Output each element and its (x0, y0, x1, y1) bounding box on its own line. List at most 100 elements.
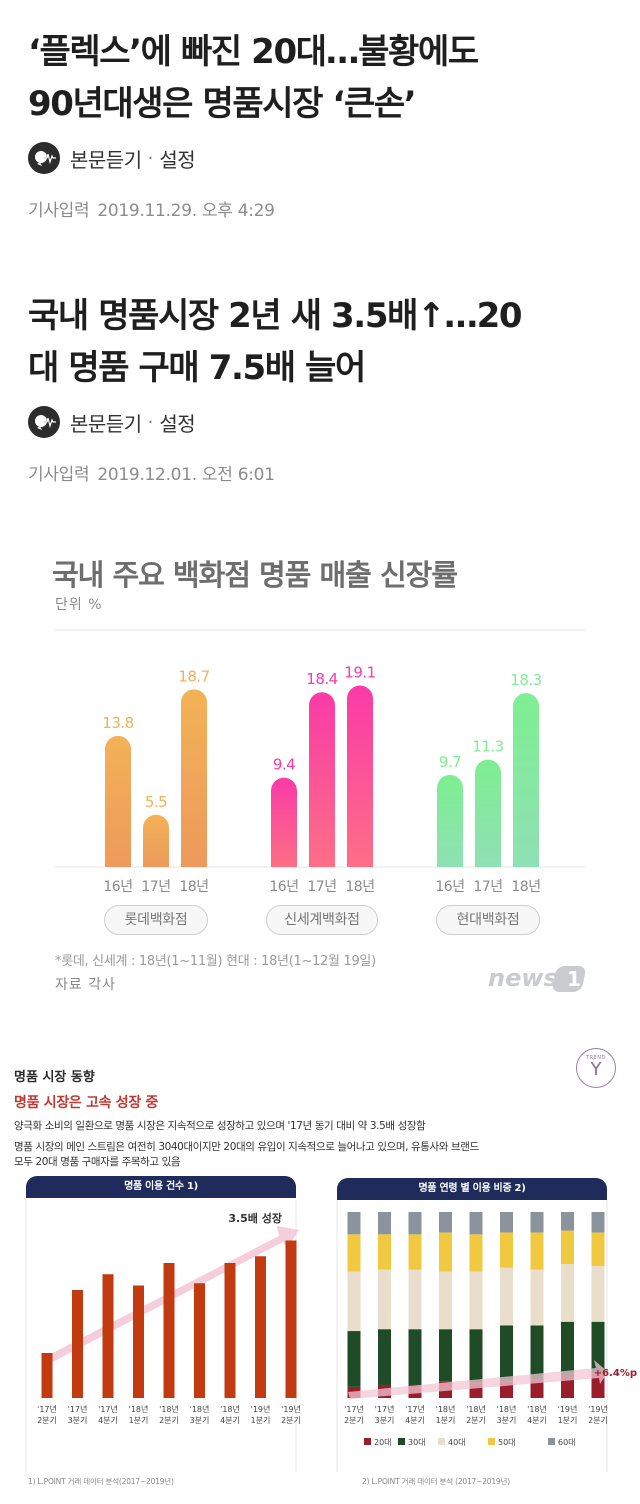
chart1-group-pill: 신세계백화점 (266, 905, 378, 935)
chart1-tick-label: 18년 (511, 879, 540, 895)
panel2-legend-label: 60대 (558, 1438, 576, 1447)
listen-speaker-icon[interactable] (28, 406, 60, 438)
panel2-segment-40대 (500, 1267, 513, 1326)
panel2-legend-label: 40대 (448, 1438, 466, 1447)
panel2-tick-year: '17년 (375, 1404, 395, 1414)
chart1-tick-label: 16년 (435, 879, 464, 895)
panel1-bar (285, 1240, 297, 1398)
panel1-tick-quarter: 2분기 (37, 1416, 57, 1425)
chart1-bar (475, 759, 501, 867)
panel2-segment-50대 (408, 1234, 422, 1270)
panel2-tick-quarter: 3분기 (375, 1416, 395, 1425)
panel1-tick-quarter: 3분기 (190, 1416, 210, 1425)
panel1-tick-year: '19년 (251, 1404, 271, 1414)
panel2-segment-40대 (408, 1269, 422, 1330)
panel2-tick-year: '18년 (497, 1404, 517, 1414)
panel2-segment-30대 (408, 1329, 422, 1385)
panel1-tick-year: '18년 (129, 1404, 149, 1414)
panel2-footnote: 2) L.POINT 거래 데이터 분석 (2017~2019년) (362, 1477, 510, 1486)
panel2-tick-year: '17년 (344, 1404, 364, 1414)
chart1-source: 자료 각사 (55, 977, 116, 993)
panel1-footnote: 1) L.POINT 거래 데이터 분석(2017~2019년) (28, 1477, 174, 1486)
article-1: ‘플렉스’에 빠진 20대…불황에도 90년대생은 명품시장 ‘큰손’ 본문듣기… (28, 26, 618, 221)
panel1-tick-year: '18년 (159, 1404, 179, 1414)
panel2-segment-60대 (408, 1212, 422, 1235)
panel2-tick-year: '18년 (466, 1404, 486, 1414)
chart1-data-label: 18.7 (178, 667, 209, 685)
panel2-segment-30대 (530, 1325, 544, 1380)
infographic-section-title: 명품 시장 동향 (14, 1070, 95, 1085)
panel2-segment-40대 (530, 1269, 544, 1326)
panel1-bar (224, 1263, 236, 1398)
panel2-legend-swatch (438, 1438, 445, 1445)
panel1-tick-year: '18년 (190, 1404, 210, 1414)
chart1-tick-label: 18년 (345, 879, 374, 895)
panel1-bar (133, 1285, 144, 1398)
infographic-plots: '17년 2분기 '17년 3분기 '17년 4분기 '18년 1분기 '18년 2분기 '18년 3… (25, 1200, 637, 1472)
settings-button[interactable]: 설정 (159, 411, 196, 436)
svg-text:1: 1 (567, 967, 581, 991)
panel1-bar (102, 1274, 114, 1398)
panel2-legend-swatch (398, 1438, 405, 1445)
panel2-tick-quarter: 4분기 (527, 1416, 547, 1425)
chart1-group-pill: 롯데백화점 (104, 905, 208, 935)
panel1-annotation: 3.5배 성장 (228, 1211, 282, 1225)
chart1-bar (347, 685, 373, 867)
infographic-headline: 명품 시장은 고속 성장 중 (14, 1095, 159, 1111)
trend-badge-small: TREND (586, 1055, 606, 1061)
chart1-bar (181, 689, 207, 867)
timestamp-value: 2019.11.29. 오후 4:29 (97, 201, 275, 221)
panel2-segment-30대 (561, 1321, 574, 1378)
panel1-tick-quarter: 2분기 (281, 1416, 301, 1425)
panel1-tick-year: '19년 (281, 1404, 301, 1414)
chart1-data-label: 9.4 (273, 756, 295, 774)
chart1-data-label: 9.7 (439, 753, 461, 771)
timestamp-label: 기사입력 (28, 465, 90, 485)
article-2-headline-line1: 국내 명품시장 2년 새 3.5배↑…20 (28, 296, 523, 336)
panel2-growth-arrow (348, 1360, 608, 1399)
panel2-segment-40대 (591, 1265, 605, 1322)
listen-button[interactable]: 본문듣기 (70, 147, 142, 172)
article-2-headline[interactable]: 국내 명품시장 2년 새 3.5배↑…20 대 명품 구매 7.5배 늘어 (28, 290, 618, 394)
listen-button[interactable]: 본문듣기 (70, 411, 142, 436)
panel-usage-count-header: 명품 이용 건수 1) (26, 1176, 296, 1198)
panel2-tick-quarter: 3분기 (497, 1416, 517, 1425)
article-2: 국내 명품시장 2년 새 3.5배↑…20 대 명품 구매 7.5배 늘어 본문… (28, 290, 618, 485)
panel2-tick-quarter: 1분기 (436, 1416, 456, 1425)
panel2-segment-40대 (439, 1271, 452, 1330)
chart1-bar (143, 814, 169, 867)
panel2-segment-30대 (439, 1329, 452, 1382)
chart1-data-label: 5.5 (145, 793, 167, 811)
panel1-tick-year: '18년 (220, 1404, 240, 1414)
infographic-body-line1: 양극화 소비의 일환으로 명품 시장은 지속적으로 성장하고 있으며 '17년 … (14, 1120, 426, 1132)
panel1-tick-year: '17년 (37, 1404, 57, 1414)
panel2-segment-50대 (561, 1230, 574, 1265)
timestamp-value: 2019.12.01. 오전 6:01 (97, 465, 275, 485)
panel2-segment-50대 (439, 1232, 452, 1272)
listen-speaker-icon[interactable] (28, 142, 60, 174)
panel2-segment-30대 (500, 1325, 513, 1382)
panel1-tick-year: '17년 (68, 1404, 88, 1414)
settings-button[interactable]: 설정 (159, 147, 196, 172)
panel2-legend-label: 50대 (498, 1438, 516, 1447)
article-1-headline[interactable]: ‘플렉스’에 빠진 20대…불황에도 90년대생은 명품시장 ‘큰손’ (28, 26, 618, 130)
infographic-body-line2: 명품 시장의 메인 스트림은 여전히 3040대이지만 20대의 유입이 지속적… (14, 1141, 479, 1153)
trend-badge: TREND Y (576, 1048, 616, 1088)
separator-dot: · (147, 147, 154, 169)
panel1-tick-year: '17년 (98, 1404, 118, 1414)
panel2-tick-quarter: 2분기 (344, 1416, 364, 1425)
article-1-timestamp: 기사입력 2019.11.29. 오후 4:29 (28, 196, 618, 221)
panel2-segment-60대 (500, 1212, 513, 1233)
infographic-body-line3: 모두 20대 명품 구매자를 주목하고 있음 (14, 1156, 181, 1168)
panel2-tick-quarter: 1분기 (558, 1416, 578, 1425)
panel2-legend-swatch (364, 1438, 371, 1445)
chart1-data-label: 19.1 (344, 664, 375, 682)
panel2-segment-50대 (347, 1234, 361, 1272)
panel1-bar (41, 1353, 53, 1398)
panel2-tick-year: '18년 (436, 1404, 456, 1414)
panel2-tick-year: '18년 (527, 1404, 547, 1414)
panel2-tick-quarter: 2분기 (588, 1416, 608, 1425)
chart1-bar (271, 777, 297, 867)
panel1-bar (72, 1290, 83, 1398)
panel2-tick-year: '17년 (405, 1404, 425, 1414)
